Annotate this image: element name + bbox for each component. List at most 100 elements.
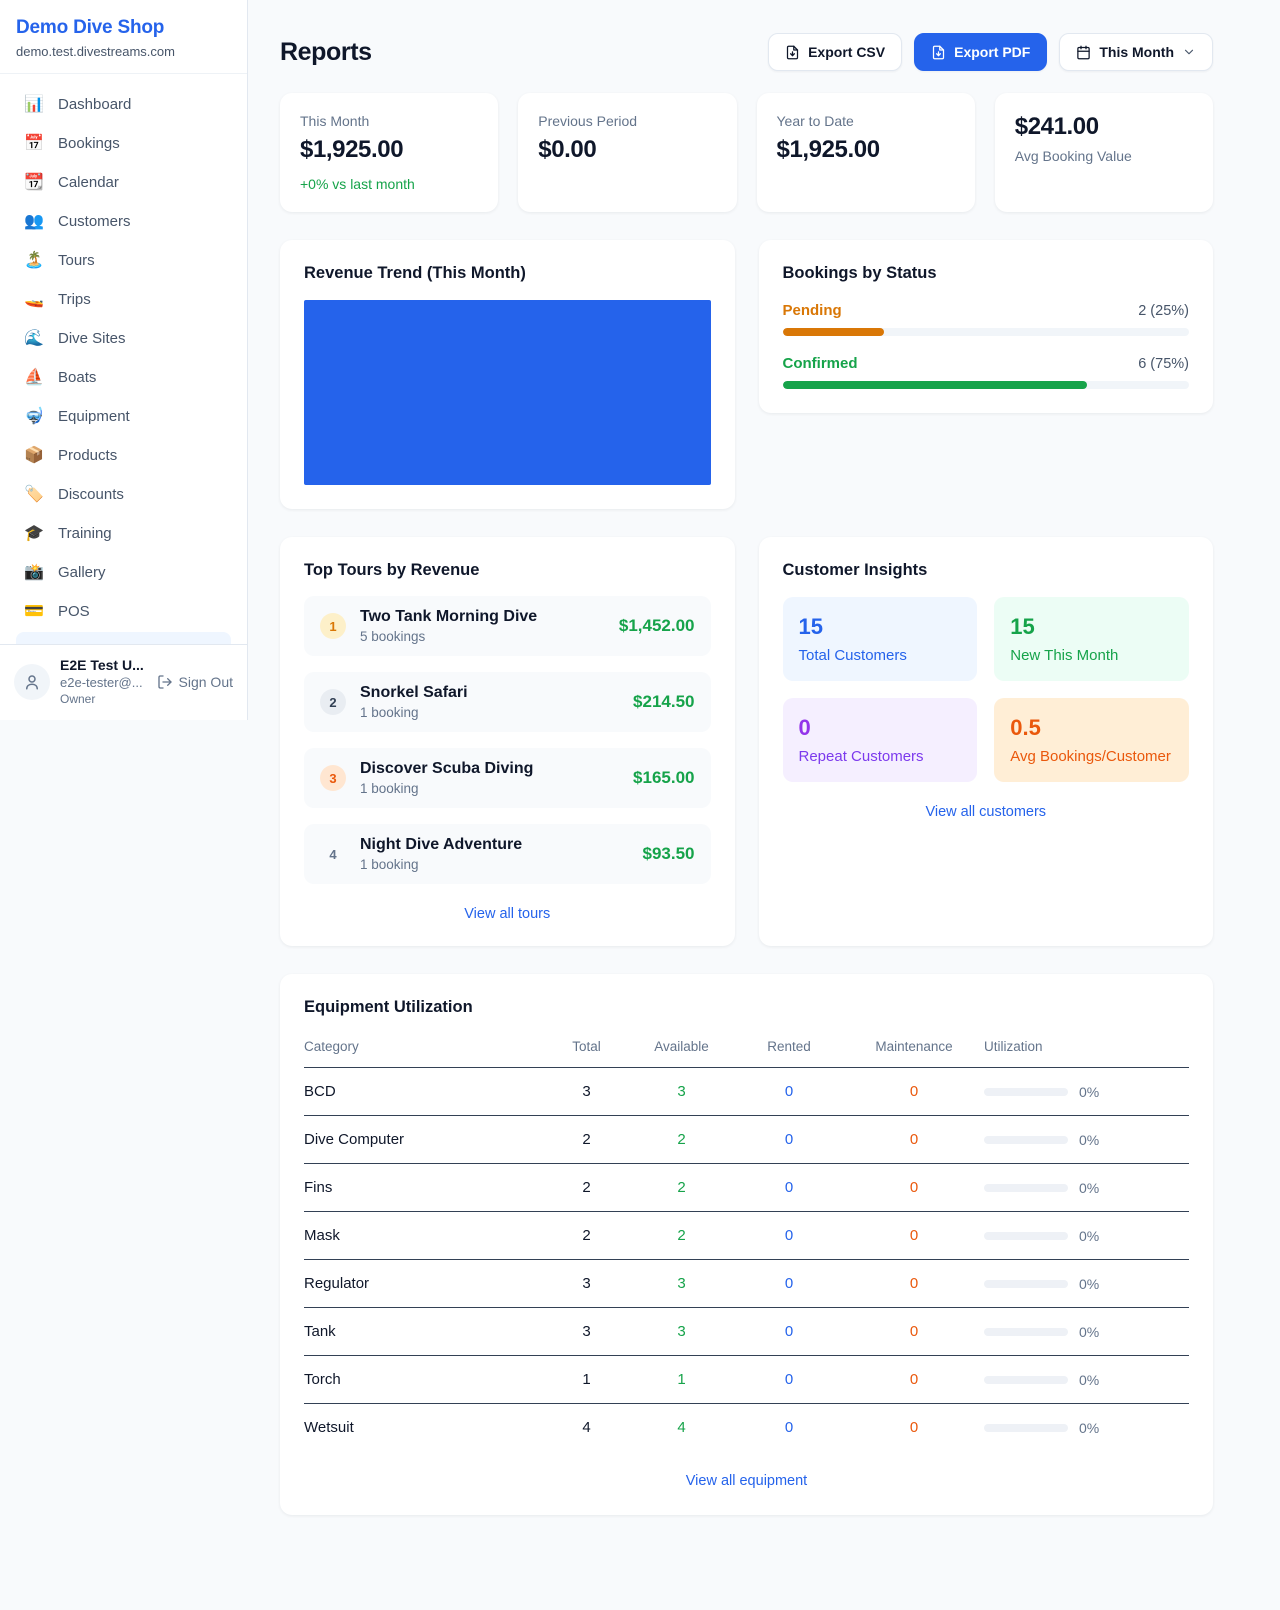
bookings-status-card: Bookings by Status Pending 2 (25%) Confi… bbox=[758, 240, 1213, 413]
view-all-tours-link[interactable]: View all tours bbox=[464, 906, 551, 922]
status-bar-fill bbox=[782, 328, 885, 336]
stat-card-year-to-date: Year to Date $1,925.00 bbox=[756, 93, 975, 212]
col-maintenance: Maintenance bbox=[844, 1029, 984, 1068]
col-category: Category bbox=[304, 1029, 544, 1068]
cell-total: 3 bbox=[544, 1259, 629, 1308]
insight-label: Total Customers bbox=[798, 647, 907, 664]
status-head: Confirmed 6 (75%) bbox=[783, 355, 1190, 372]
utilization-bar bbox=[984, 1375, 1068, 1384]
package-icon: 📦 bbox=[24, 446, 44, 464]
cell-utilization: 0% bbox=[984, 1307, 1189, 1356]
cell-rented: 0 bbox=[734, 1307, 844, 1356]
insight-value: 15 bbox=[1010, 614, 1035, 639]
top-tours-title: Top Tours by Revenue bbox=[304, 561, 480, 579]
brand-block: Demo Dive Shop demo.test.divestreams.com bbox=[0, 0, 247, 74]
sidebar-item-label: Equipment bbox=[58, 408, 130, 425]
sidebar-item-customers[interactable]: 👥 Customers bbox=[8, 203, 239, 240]
sidebar-item-label: Dive Sites bbox=[58, 330, 126, 347]
table-row: Fins 2 2 0 0 0% bbox=[304, 1163, 1189, 1212]
status-bar-track bbox=[782, 328, 1189, 336]
cell-category: Regulator bbox=[304, 1259, 544, 1308]
view-all-equipment-link[interactable]: View all equipment bbox=[685, 1473, 808, 1489]
cell-total: 3 bbox=[544, 1067, 629, 1116]
cell-available: 4 bbox=[677, 1419, 686, 1436]
cell-utilization: 0% bbox=[984, 1259, 1189, 1308]
period-dropdown[interactable]: This Month bbox=[1059, 33, 1213, 71]
sidebar-item-label: Calendar bbox=[58, 174, 119, 191]
stat-card-this-month: This Month $1,925.00 +0% vs last month bbox=[280, 93, 499, 212]
status-row-pending: Pending 2 (25%) bbox=[782, 302, 1190, 336]
period-label: This Month bbox=[1099, 44, 1174, 60]
sidebar-item-calendar[interactable]: 📆 Calendar bbox=[8, 164, 239, 201]
stat-delta: +0% vs last month bbox=[300, 176, 415, 192]
status-head: Pending 2 (25%) bbox=[783, 302, 1190, 319]
export-csv-button[interactable]: Export CSV bbox=[768, 33, 903, 71]
sign-out-label: Sign Out bbox=[178, 673, 233, 690]
sidebar-item-trips[interactable]: 🚤 Trips bbox=[8, 281, 239, 318]
cell-utilization: 0% bbox=[984, 1115, 1189, 1164]
user-role: Owner bbox=[60, 692, 96, 706]
island-icon: 🏝️ bbox=[24, 251, 44, 269]
equipment-header-row: Category Total Available Rented Maintena… bbox=[304, 1029, 1189, 1068]
graduation-cap-icon: 🎓 bbox=[24, 524, 44, 542]
tour-bookings: 1 booking bbox=[360, 857, 419, 872]
sidebar-item-tours[interactable]: 🏝️ Tours bbox=[8, 242, 239, 279]
speedboat-icon: 🚤 bbox=[24, 290, 44, 308]
col-utilization: Utilization bbox=[984, 1029, 1189, 1068]
calendar-date-icon: 📅 bbox=[24, 134, 44, 152]
cell-total: 2 bbox=[544, 1115, 629, 1164]
sidebar-item-dive-sites[interactable]: 🌊 Dive Sites bbox=[8, 320, 239, 357]
insight-label: New This Month bbox=[1010, 647, 1119, 664]
stat-value: $1,925.00 bbox=[776, 136, 881, 163]
sidebar-item-gallery[interactable]: 📸 Gallery bbox=[8, 554, 239, 591]
brand-domain: demo.test.divestreams.com bbox=[16, 44, 175, 59]
export-pdf-button[interactable]: Export PDF bbox=[914, 33, 1048, 71]
camera-icon: 📸 bbox=[24, 563, 44, 581]
sidebar-item-equipment[interactable]: 🤿 Equipment bbox=[8, 398, 239, 435]
sidebar-item-label: Dashboard bbox=[58, 96, 132, 113]
status-count: 2 (25%) bbox=[1138, 303, 1189, 319]
sidebar-item-bookings[interactable]: 📅 Bookings bbox=[8, 125, 239, 162]
sidebar-item-dashboard[interactable]: 📊 Dashboard bbox=[8, 86, 239, 123]
brand-name: Demo Dive Shop bbox=[16, 17, 165, 38]
sidebar-item-pos[interactable]: 💳 POS bbox=[8, 593, 239, 630]
sign-out-button[interactable]: Sign Out bbox=[157, 674, 233, 690]
tour-name: Night Dive Adventure bbox=[360, 836, 523, 853]
cell-rented: 0 bbox=[734, 1067, 844, 1116]
stat-label: Year to Date bbox=[776, 113, 854, 129]
table-row: Torch 1 1 0 0 0% bbox=[304, 1355, 1189, 1404]
sidebar-item-label: Boats bbox=[58, 369, 97, 386]
sidebar-item-discounts[interactable]: 🏷️ Discounts bbox=[8, 476, 239, 513]
sidebar-item-reports-partial[interactable] bbox=[16, 632, 231, 644]
cell-total: 1 bbox=[544, 1355, 629, 1404]
cell-utilization: 0% bbox=[984, 1355, 1189, 1404]
cell-available: 3 bbox=[629, 1259, 734, 1308]
customer-insights-title: Customer Insights bbox=[782, 561, 928, 579]
tour-name: Discover Scuba Diving bbox=[360, 760, 534, 777]
status-label: Confirmed bbox=[782, 355, 858, 372]
sidebar-item-training[interactable]: 🎓 Training bbox=[8, 515, 239, 552]
sidebar-item-boats[interactable]: ⛵ Boats bbox=[8, 359, 239, 396]
bar-chart-icon: 📊 bbox=[24, 95, 44, 113]
tour-bookings: 5 bookings bbox=[360, 629, 426, 644]
insight-value: 15 bbox=[798, 614, 823, 639]
utilization-bar bbox=[984, 1135, 1068, 1144]
tour-info: Two Tank Morning Dive 5 bookings bbox=[360, 608, 537, 644]
sidebar-item-label: POS bbox=[58, 603, 90, 620]
insight-tile-repeat-customers: 0 Repeat Customers bbox=[782, 698, 978, 782]
cell-available: 2 bbox=[629, 1163, 734, 1212]
sidebar-item-products[interactable]: 📦 Products bbox=[8, 437, 239, 474]
utilization-bar bbox=[984, 1327, 1068, 1336]
insight-label: Repeat Customers bbox=[798, 748, 924, 765]
insight-value: 0.5 bbox=[1010, 715, 1041, 740]
cell-total: 3 bbox=[544, 1307, 629, 1356]
page-title: Reports bbox=[280, 37, 372, 66]
view-all-customers-link[interactable]: View all customers bbox=[925, 804, 1047, 820]
person-icon bbox=[26, 674, 38, 689]
utilization-bar bbox=[984, 1087, 1068, 1096]
cell-total: 2 bbox=[544, 1211, 629, 1260]
table-row: Dive Computer 2 2 0 0 0% bbox=[304, 1115, 1189, 1164]
row-revenue-status: Revenue Trend (This Month) Bookings by S… bbox=[280, 240, 1213, 509]
revenue-trend-title: Revenue Trend (This Month) bbox=[304, 264, 526, 282]
insight-tile-total-customers: 15 Total Customers bbox=[782, 597, 978, 681]
